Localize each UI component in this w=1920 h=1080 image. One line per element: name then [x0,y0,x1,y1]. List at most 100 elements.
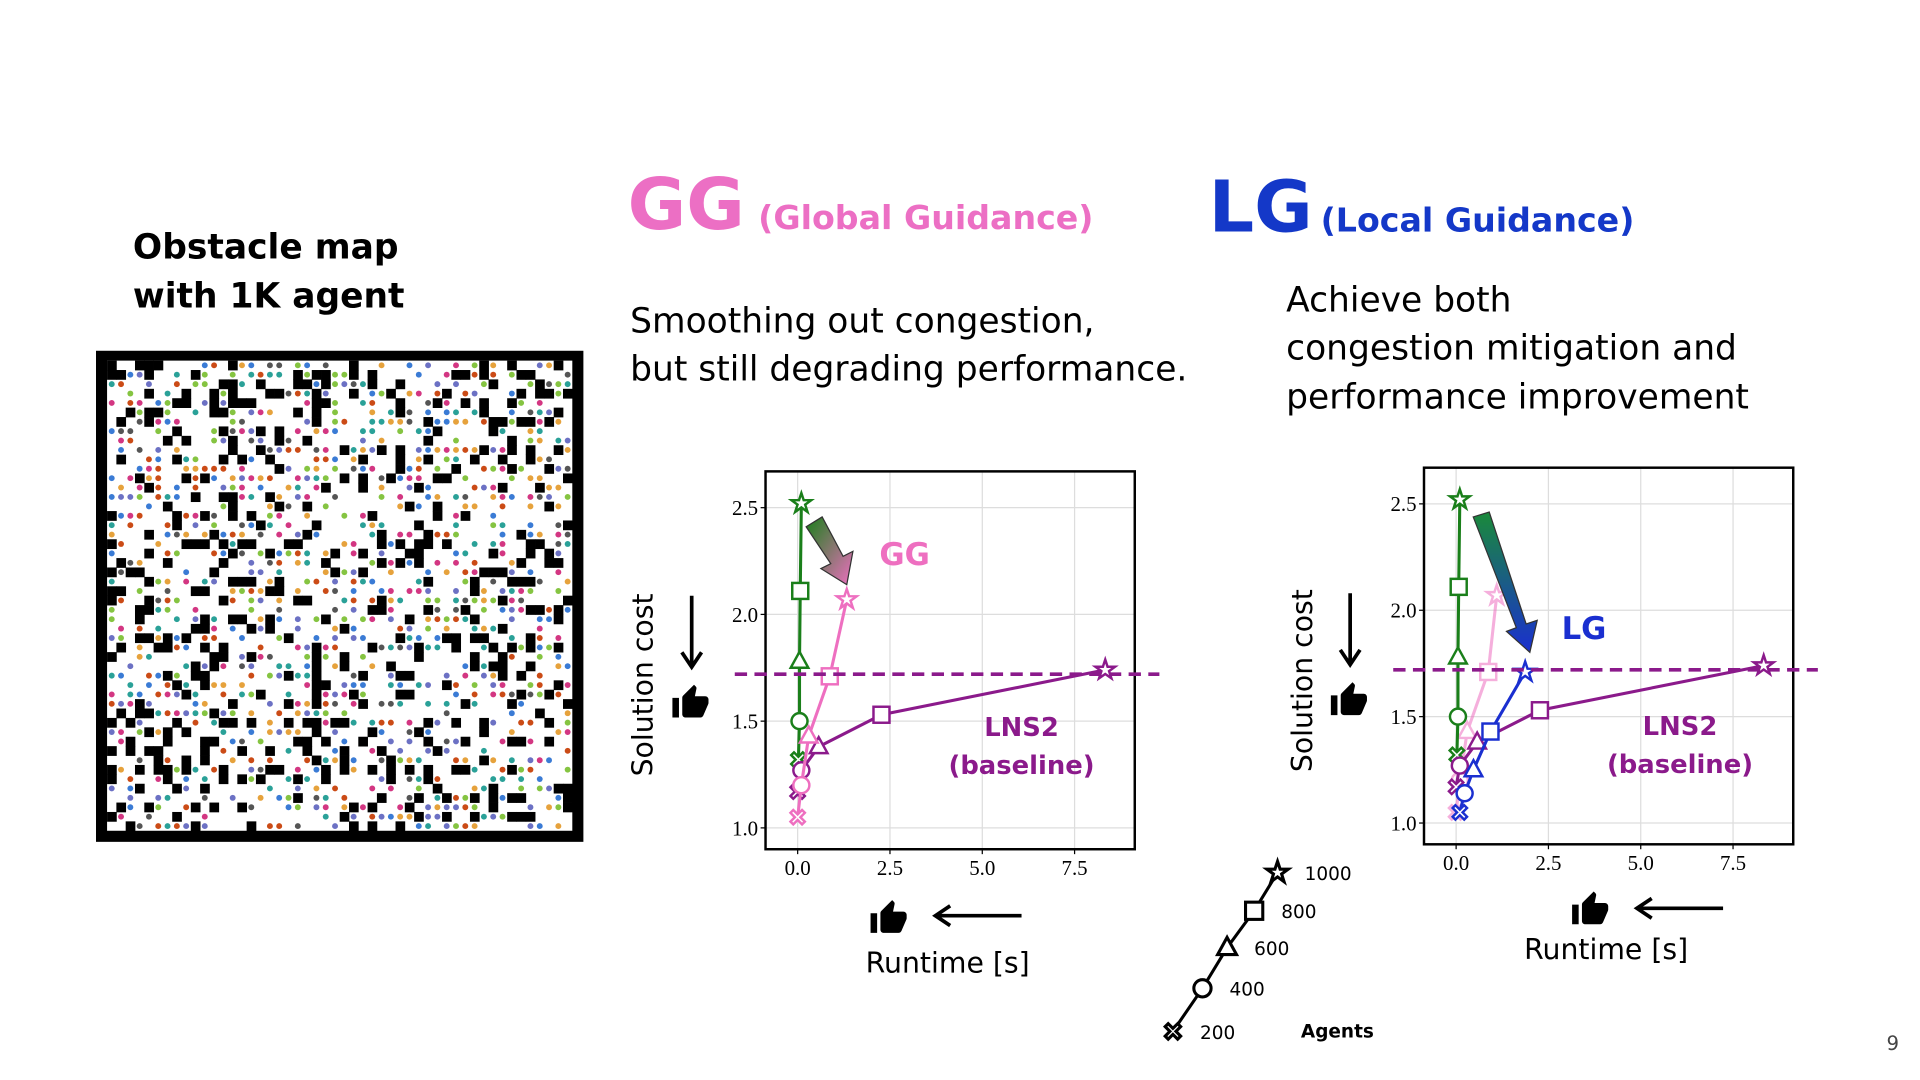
obstacle [563,520,573,531]
agent [425,823,432,830]
obstacle [162,642,173,653]
agent [322,757,329,764]
agent [136,399,143,406]
agent [555,823,562,830]
agent [453,682,459,688]
agent [276,569,283,576]
series [788,585,861,827]
agent [434,381,441,388]
agent [173,418,180,425]
obstacle [265,614,275,625]
agent [369,522,376,529]
agent [397,503,404,510]
agent [564,663,571,670]
agent [322,456,329,463]
agent [369,428,376,435]
obstacle [516,793,527,803]
agent [369,747,376,754]
agent [313,381,320,388]
agent [406,465,413,472]
obstacle [488,802,499,813]
agent [183,465,190,472]
agent [341,616,348,623]
agent [285,390,292,397]
agent [425,682,432,688]
obstacle [200,623,210,634]
agent [443,371,450,378]
agent [564,719,571,726]
gg-text: Smoothing out congestion, [630,301,1094,341]
agent [369,531,376,538]
agent [341,691,348,698]
agent [397,644,404,651]
agent [164,757,171,764]
agent [490,541,497,547]
agent [406,362,413,369]
agent [360,381,366,388]
agent [118,494,124,500]
agent [239,531,245,538]
agent [471,766,478,773]
agent [108,522,115,529]
obstacle [386,388,396,399]
agent [434,794,441,801]
agent [118,813,124,820]
obstacle [311,661,322,672]
legend-label: 600 [1254,939,1289,960]
agent [518,776,525,783]
obstacle [348,802,359,813]
agent [127,559,134,566]
agent [434,719,441,726]
agent [453,588,459,594]
agent [397,597,404,604]
obstacle [497,482,508,493]
obstacle [144,407,154,418]
agent [387,418,394,425]
agent [257,653,264,660]
obstacle [125,746,136,756]
obstacle [162,764,173,775]
obstacle [535,379,545,390]
agent [313,794,320,801]
obstacle [107,567,117,578]
agent [499,531,506,538]
agent [536,682,543,688]
agent [276,663,283,670]
obstacle [497,623,508,634]
agent [555,381,562,388]
agent [536,428,543,435]
obstacle [144,633,154,644]
left-arrow [1633,896,1724,920]
agent [136,625,143,632]
obstacle [376,539,387,550]
agent [201,399,208,406]
agent [220,484,227,491]
agent [118,635,124,641]
agent [425,428,432,435]
obstacle [535,539,545,550]
agent [285,747,292,754]
agent [555,531,562,538]
chart: 0.0 2.5 5.0 7.5 1.0 1.5 2.0 2.5 Runtime [s] Solut… [1286,466,1818,966]
agent [397,747,404,754]
obstacle [190,586,201,597]
marker [1450,756,1470,775]
agent [406,531,413,538]
agent [155,635,162,641]
agent [155,418,162,425]
agent [471,597,478,604]
agent [164,823,171,830]
agent [536,531,543,538]
page-number: 9 [1887,1032,1900,1055]
obstacle [553,680,564,691]
lg-text: Achieve both [1286,280,1511,320]
agent [118,541,124,547]
agent [127,776,134,783]
agent [508,597,515,604]
agent [313,804,320,811]
agent [145,653,152,660]
agent [294,672,301,679]
agent [462,569,469,576]
agent [164,710,171,717]
agent [304,653,311,660]
